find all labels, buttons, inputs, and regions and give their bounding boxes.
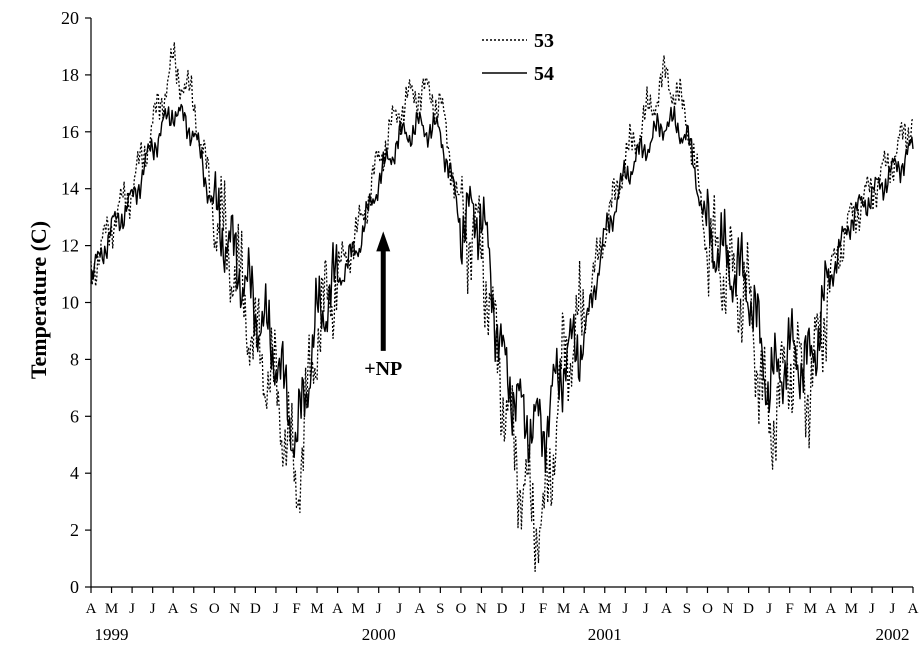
y-tick-label: 0 — [70, 577, 79, 597]
np-annotation-label: +NP — [364, 358, 402, 380]
x-month-label: J — [396, 601, 402, 617]
x-year-label: 2000 — [362, 625, 396, 644]
y-tick-label: 12 — [61, 236, 79, 256]
x-month-label: J — [520, 601, 526, 617]
legend-item-54: 54 — [482, 63, 554, 85]
series-line-54 — [90, 103, 914, 473]
x-month-label: S — [683, 601, 691, 617]
x-month-label: M — [598, 601, 611, 617]
x-month-label: A — [332, 601, 343, 617]
x-month-label: J — [643, 601, 649, 617]
x-month-label: D — [743, 601, 754, 617]
x-month-label: O — [455, 601, 466, 617]
x-month-label: F — [786, 601, 794, 617]
series-line-53 — [90, 41, 914, 573]
x-month-label: A — [908, 601, 919, 617]
np-arrow — [376, 231, 391, 351]
y-tick-label: 8 — [70, 349, 79, 369]
x-month-label: D — [497, 601, 508, 617]
x-month-label: O — [702, 601, 713, 617]
x-month-label: F — [539, 601, 547, 617]
annotation-layer: +NP — [364, 231, 402, 380]
y-axis: 0 2 4 6 8 10 12 14 16 18 20 — [61, 8, 92, 597]
x-month-label: M — [804, 601, 817, 617]
legend-item-53: 53 — [482, 30, 554, 52]
x-month-label: N — [476, 601, 487, 617]
x-month-label: J — [622, 601, 628, 617]
x-month-label: A — [661, 601, 672, 617]
legend: 53 54 — [482, 30, 554, 85]
x-month-label: M — [845, 601, 858, 617]
x-month-label: S — [190, 601, 198, 617]
legend-label-53: 53 — [534, 30, 554, 52]
x-month-label: S — [436, 601, 444, 617]
y-axis-label: Temperature (C) — [26, 221, 51, 379]
x-month-label: N — [229, 601, 240, 617]
x-month-label: F — [292, 601, 300, 617]
y-tick-label: 4 — [70, 463, 79, 483]
x-month-label: A — [86, 601, 97, 617]
y-tick-label: 16 — [61, 122, 79, 142]
x-month-label: J — [273, 601, 279, 617]
x-month-label: J — [890, 601, 896, 617]
x-month-label: J — [129, 601, 135, 617]
x-year-label: 2002 — [875, 625, 909, 644]
x-month-label: O — [209, 601, 220, 617]
series-layer — [90, 41, 914, 573]
x-month-label: J — [766, 601, 772, 617]
x-month-label: J — [376, 601, 382, 617]
x-month-label: D — [250, 601, 261, 617]
x-month-label: M — [351, 601, 364, 617]
y-tick-label: 6 — [70, 406, 79, 426]
x-month-label: M — [557, 601, 570, 617]
x-year-label: 1999 — [95, 625, 129, 644]
y-tick-label: 20 — [61, 8, 79, 28]
legend-label-54: 54 — [534, 63, 554, 85]
x-month-label: N — [723, 601, 734, 617]
x-month-label: A — [414, 601, 425, 617]
x-month-label: A — [579, 601, 590, 617]
x-year-label: 2001 — [588, 625, 622, 644]
x-month-label: J — [869, 601, 875, 617]
x-month-label: M — [105, 601, 118, 617]
y-tick-label: 2 — [70, 520, 79, 540]
x-month-label: A — [168, 601, 179, 617]
y-tick-label: 10 — [61, 293, 79, 313]
x-month-label: J — [150, 601, 156, 617]
x-month-label: A — [825, 601, 836, 617]
x-month-label: M — [310, 601, 323, 617]
y-tick-label: 14 — [61, 179, 79, 199]
y-tick-label: 18 — [61, 65, 79, 85]
